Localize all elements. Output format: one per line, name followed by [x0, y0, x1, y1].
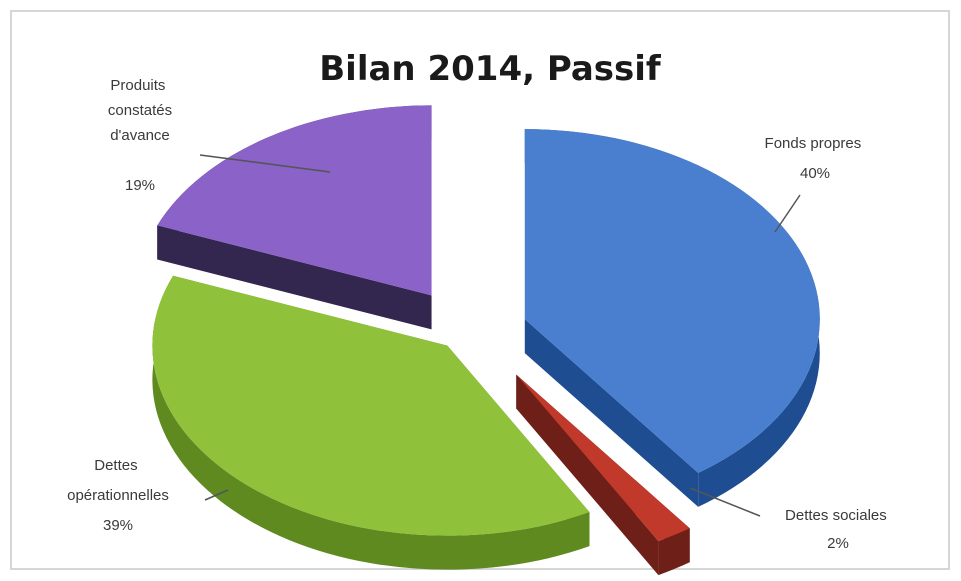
slice-dettes-sociales [516, 374, 690, 542]
slice-produits-constates [157, 105, 432, 296]
slice-fonds-propres [524, 129, 820, 473]
slice-name-dettes-operationnelles-line-2: opérationnelles [67, 487, 169, 504]
leader-line-dettes-operationnelles [204, 489, 229, 501]
slice-wall-dettes-sociales-1 [516, 374, 659, 576]
slice-name-produits-constates: Produits [110, 77, 165, 94]
slice-wall-produits-constates-0 [157, 225, 432, 330]
slice-percent-dettes-sociales: 2% [827, 535, 849, 552]
leader-lines [199, 154, 801, 517]
slice-side-dettes-operationnelles [152, 275, 590, 570]
slice-label-produits-constates: Produits constatés d'avance 19% [108, 77, 172, 194]
pie-slices [152, 105, 820, 576]
leader-line-fonds-propres [774, 194, 801, 233]
slice-name-dettes-sociales: Dettes sociales [785, 507, 887, 524]
slice-percent-fonds-propres: 40% [800, 165, 830, 182]
slice-label-fonds-propres: Fonds propres 40% [765, 135, 866, 182]
slice-name-produits-constates-line-2: constatés [108, 102, 172, 119]
leader-line-produits-constates [199, 154, 331, 173]
slice-label-dettes-operationnelles: Dettes opérationnelles 39% [67, 457, 169, 534]
slice-name-fonds-propres: Fonds propres [765, 135, 862, 152]
chart-title: Bilan 2014, Passif [319, 49, 662, 89]
slice-wall-fonds-propres-1 [524, 319, 699, 507]
slice-label-dettes-sociales: Dettes sociales 2% [785, 507, 891, 552]
slice-percent-dettes-operationnelles: 39% [103, 517, 133, 534]
leader-line-dettes-sociales [689, 487, 761, 517]
slice-dettes-operationnelles [152, 275, 590, 536]
slice-name-dettes-operationnelles: Dettes [94, 457, 137, 474]
slice-percent-produits-constates: 19% [125, 177, 155, 194]
slice-name-produits-constates-line-3: d'avance [110, 127, 170, 144]
